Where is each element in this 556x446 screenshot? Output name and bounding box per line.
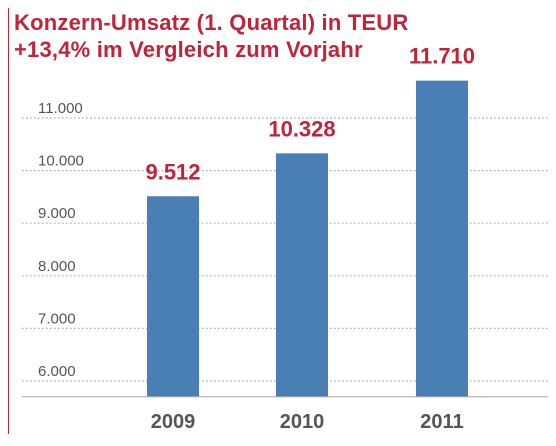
y-tick-label: 7.000 [38, 310, 76, 327]
data-label: 11.710 [409, 44, 475, 69]
chart-title: Konzern-Umsatz (1. Quartal) in TEUR [14, 10, 409, 35]
y-tick-label: 8.000 [38, 258, 76, 275]
y-tick-label: 11.000 [38, 100, 83, 117]
left-accent-line [8, 8, 9, 434]
chart-subtitle: +13,4% im Vergleich zum Vorjahr [14, 37, 363, 62]
data-label: 9.512 [145, 159, 200, 184]
x-tick-label: 2011 [420, 411, 463, 433]
y-tick-label: 10.000 [38, 153, 84, 170]
y-tick-label: 6.000 [38, 363, 76, 380]
y-tick-label: 9.000 [38, 205, 76, 222]
data-label: 10.328 [268, 116, 335, 141]
x-tick-label: 2009 [151, 411, 196, 433]
x-tick-label: 2010 [280, 411, 325, 433]
bar-2009 [147, 196, 199, 397]
bar-2010 [276, 153, 328, 397]
bar-2011 [416, 80, 468, 397]
